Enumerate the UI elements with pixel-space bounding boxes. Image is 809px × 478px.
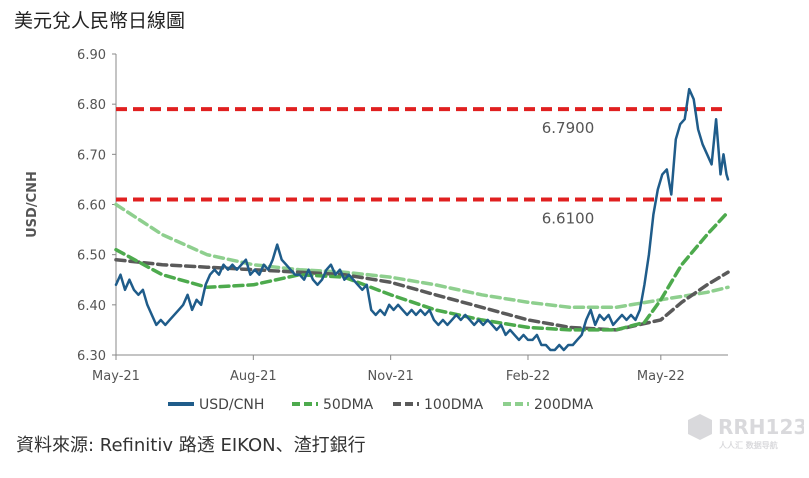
page-title: 美元兌人民幣日線圖	[14, 10, 186, 32]
y-tick-label: 6.40	[77, 299, 106, 314]
chart-series	[114, 87, 730, 352]
y-tick-label: 6.60	[77, 199, 106, 214]
watermark-text: RRH123	[718, 415, 804, 439]
legend-label: 50DMA	[323, 397, 374, 413]
reference-line-label: 6.7900	[542, 119, 595, 137]
series-line-50dma	[114, 210, 730, 332]
y-tick-label: 6.80	[77, 98, 106, 113]
y-tick-label: 6.90	[77, 48, 106, 63]
series-line-200dma	[114, 202, 730, 310]
x-tick-label: Aug-21	[230, 369, 277, 384]
cube-icon	[688, 414, 712, 440]
watermark-logo: RRH123 人人汇 数据导航	[688, 414, 804, 450]
chart-axes: 6.30 6.40 6.50 6.60 6.70 6.80 6.90 May-21 Aug-21…	[25, 48, 728, 384]
x-tick-label: Nov-21	[368, 369, 414, 384]
legend-label: 100DMA	[424, 397, 484, 413]
x-tick-label: Feb-22	[506, 369, 550, 384]
reference-lines: 6.7900 6.6100	[116, 107, 728, 227]
source-note: 資料來源: Refinitiv 路透 EIKON、渣打銀行	[16, 435, 366, 456]
y-tick-label: 6.50	[77, 249, 106, 264]
x-tick-label: May-21	[92, 369, 140, 384]
y-tick-label: 6.30	[77, 349, 106, 364]
reference-line-label: 6.6100	[542, 209, 595, 227]
y-axis-label: USD/CNH	[25, 171, 40, 238]
x-tick-label: May-22	[637, 369, 685, 384]
legend-label: 200DMA	[534, 397, 594, 413]
series-line-usd-cnh	[114, 87, 730, 352]
watermark-subtext: 人人汇 数据导航	[719, 440, 778, 450]
chart-legend: USD/CNH 50DMA 100DMA 200DMA	[168, 397, 594, 413]
y-tick-label: 6.70	[77, 148, 106, 163]
legend-label: USD/CNH	[199, 397, 264, 413]
usd-cnh-chart: 6.30 6.40 6.50 6.60 6.70 6.80 6.90 May-21 Aug-21…	[25, 48, 730, 413]
